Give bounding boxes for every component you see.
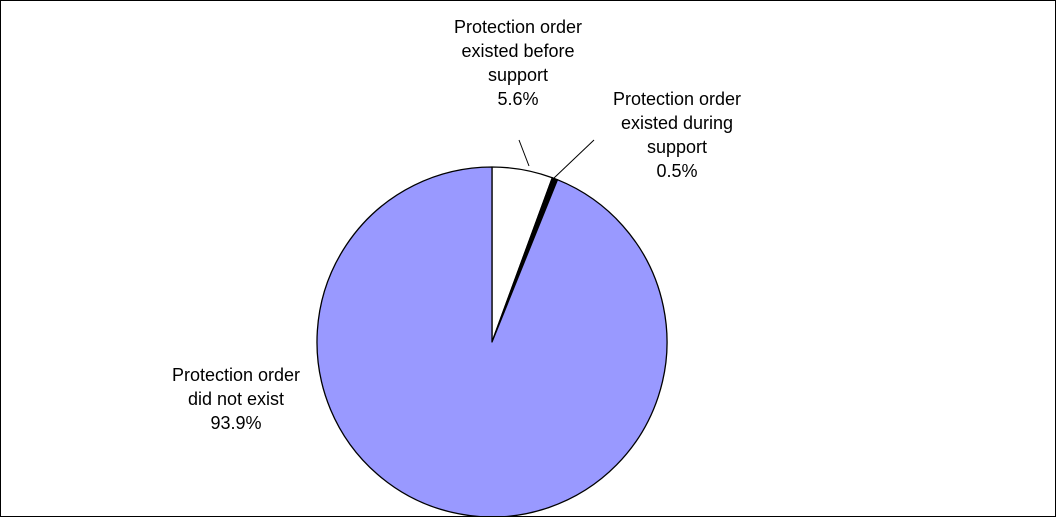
slice-label-line: Protection order: [613, 89, 741, 109]
slice-label-line: support: [647, 137, 707, 157]
slice-value-label: 93.9%: [210, 413, 261, 433]
leader-line-2: [553, 139, 595, 179]
slice-label-line: existed before: [461, 41, 574, 61]
slice-label-line: existed during: [621, 113, 733, 133]
slice-label-line: Protection order: [172, 365, 300, 385]
pie-slice-3: [316, 166, 668, 516]
slice-value-label: 0.5%: [656, 161, 697, 181]
slice-label-1: Protection order existed before support 5.6…: [454, 17, 582, 109]
slice-value-label: 5.6%: [497, 89, 538, 109]
slice-label-2: Protection order existed during support 0.5…: [613, 89, 741, 181]
slice-label-3: Protection order did not exist 93.9%: [172, 365, 300, 433]
slice-label-line: support: [488, 65, 548, 85]
slices-layer: [316, 166, 668, 516]
labels-layer: Protection order existed before support 5.6…: [172, 17, 741, 433]
slice-label-line: did not exist: [188, 389, 284, 409]
slice-label-line: Protection order: [454, 17, 582, 37]
leader-line-1: [518, 139, 530, 167]
leader-lines-layer: [518, 139, 595, 179]
